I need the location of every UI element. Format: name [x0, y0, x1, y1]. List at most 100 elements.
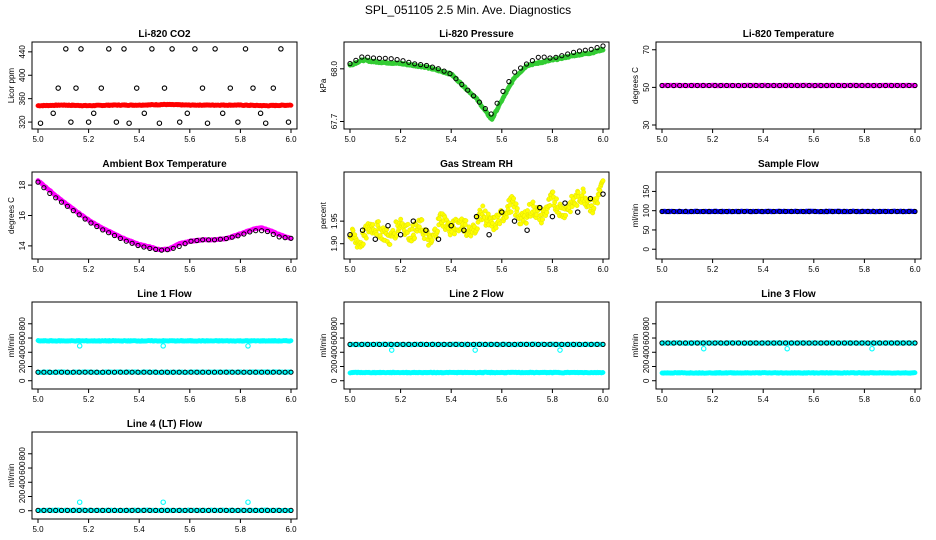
y-tick-label: 400 — [18, 345, 27, 359]
y-tick-label: 50 — [642, 225, 651, 234]
x-tick-label: 5.2 — [83, 135, 95, 144]
plot-frame — [343, 41, 610, 130]
x-tick-label: 5.8 — [235, 135, 247, 144]
panel-title: Gas Stream RH — [440, 159, 513, 170]
data-point — [242, 46, 249, 52]
data-point — [73, 85, 79, 91]
y-tick-label: 14 — [18, 241, 27, 250]
x-tick-label: 5.0 — [32, 135, 44, 144]
y-tick-label: 0 — [18, 378, 27, 383]
data-point — [141, 110, 148, 117]
data-point — [784, 345, 790, 352]
data-point — [270, 85, 277, 91]
x-tick-label: 5.0 — [656, 135, 668, 144]
data-point — [161, 85, 168, 91]
panels: Li-820 CO2 5.0 5.2 5.4 5.6 5.8 6.0 320 360 400 440… — [7, 29, 922, 534]
series-0 — [35, 178, 294, 253]
data-point — [50, 110, 56, 117]
data-point — [562, 200, 568, 206]
data-point — [262, 120, 269, 126]
data-point — [55, 85, 61, 91]
data-point — [288, 338, 294, 344]
plot-frame — [31, 41, 298, 130]
data-point — [375, 219, 381, 225]
x-tick-label: 5.0 — [344, 135, 356, 144]
x-tick-label: 5.2 — [83, 395, 95, 404]
data-point — [212, 46, 218, 52]
data-point — [429, 237, 435, 243]
data-point — [350, 228, 356, 233]
plot-frame — [31, 301, 298, 390]
y-tick-label: 600 — [330, 331, 339, 345]
data-point — [595, 200, 600, 206]
panel-title: Line 4 (LT) Flow — [127, 419, 203, 430]
y-tick-label: 1.90 — [330, 235, 339, 251]
x-tick-label: 5.4 — [758, 395, 770, 404]
x-tick-label: 5.8 — [547, 135, 559, 144]
x-tick-label: 6.0 — [285, 265, 297, 274]
y-axis-label: percent — [319, 201, 328, 228]
y-tick-label: 0 — [18, 508, 27, 513]
x-tick-label: 5.6 — [808, 135, 820, 144]
x-tick-label: 5.0 — [656, 265, 668, 274]
data-point — [700, 345, 707, 352]
data-point — [514, 206, 520, 211]
y-tick-label: 0 — [330, 378, 339, 383]
y-axis-label: kPa — [319, 78, 328, 92]
x-tick-label: 5.6 — [184, 525, 196, 534]
data-point — [245, 499, 251, 505]
data-point — [63, 46, 69, 52]
x-tick-label: 5.8 — [859, 395, 871, 404]
data-point — [113, 119, 120, 125]
panel-title: Li-820 CO2 — [138, 29, 191, 40]
x-tick-label: 5.4 — [446, 265, 458, 274]
plot-frame — [31, 431, 298, 520]
data-point — [76, 499, 83, 505]
x-tick-label: 5.4 — [446, 395, 458, 404]
panel-title: Ambient Box Temperature — [102, 159, 227, 170]
data-point — [257, 110, 264, 117]
data-point — [37, 120, 44, 126]
x-tick-label: 5.0 — [32, 265, 44, 274]
y-tick-label: 320 — [18, 115, 27, 129]
data-point — [388, 347, 395, 353]
data-point — [568, 209, 573, 215]
y-axis-label: ml/min — [631, 334, 640, 358]
y-tick-label: 400 — [642, 345, 651, 359]
x-tick-label: 6.0 — [909, 135, 921, 144]
data-point — [90, 110, 97, 117]
data-point — [912, 370, 918, 376]
y-tick-label: 400 — [330, 345, 339, 359]
y-tick-label: 360 — [18, 91, 27, 105]
x-tick-label: 5.8 — [859, 265, 871, 274]
panel-4: Gas Stream RH5.0 5.2 5.4 5.6 5.8 6.01.901.95p… — [319, 159, 610, 274]
y-tick-label: 70 — [642, 45, 651, 54]
data-point — [285, 119, 292, 125]
data-point — [360, 241, 366, 247]
y-axis-label: ml/min — [631, 204, 640, 228]
data-point — [405, 221, 411, 227]
y-tick-label: 800 — [642, 317, 651, 331]
data-point — [563, 212, 568, 218]
data-point — [68, 119, 74, 125]
y-tick-label: 440 — [18, 45, 27, 59]
series-0 — [35, 101, 294, 109]
y-tick-label: 600 — [18, 461, 27, 475]
y-tick-label: 200 — [18, 489, 27, 503]
data-point — [199, 85, 206, 91]
x-tick-label: 5.8 — [547, 395, 559, 404]
data-point — [245, 343, 251, 349]
panel-title: Line 2 Flow — [449, 289, 504, 300]
plot-frame — [655, 171, 922, 260]
y-tick-label: 16 — [18, 211, 27, 220]
y-tick-label: 67.7 — [330, 113, 339, 129]
data-point — [235, 119, 241, 125]
data-point — [581, 189, 587, 195]
data-point — [512, 69, 518, 75]
x-tick-label: 5.6 — [184, 265, 196, 274]
x-tick-label: 5.6 — [496, 265, 508, 274]
x-tick-label: 5.2 — [707, 265, 719, 274]
data-point — [540, 217, 545, 222]
